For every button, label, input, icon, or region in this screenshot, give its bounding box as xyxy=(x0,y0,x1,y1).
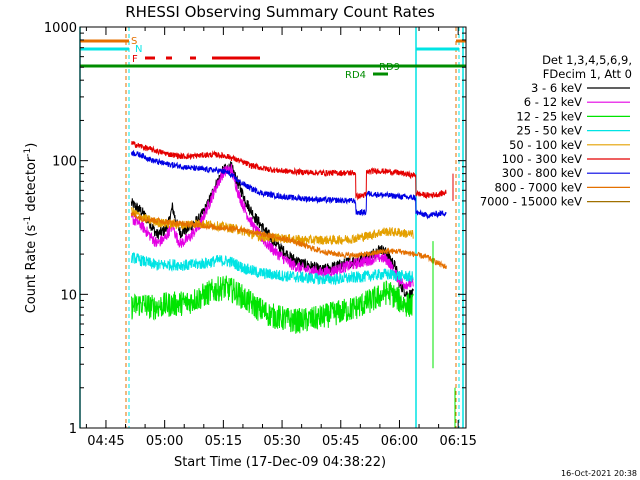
plot-frame xyxy=(79,26,467,429)
flag-label-s: S xyxy=(131,36,137,47)
series-line-6 xyxy=(130,149,447,220)
y-tick-label-0: 1 xyxy=(69,422,77,437)
y-axis-label-part3: ) xyxy=(24,143,39,148)
legend-label-0: 3 - 6 keV xyxy=(531,81,582,95)
flag-label-rd4: RD4 xyxy=(345,70,366,81)
legend-header-line2: FDecim 1, Att 0 xyxy=(543,67,632,81)
y-tick-label-2: 100 xyxy=(52,155,77,170)
x-tick-label-2: 05:15 xyxy=(205,434,242,449)
x-tick-label-5: 06:00 xyxy=(381,434,418,449)
legend-label-4: 50 - 100 keV xyxy=(509,138,582,152)
legend-label-2: 12 - 25 keV xyxy=(516,109,582,123)
legend: Det 1,3,4,5,6,9, FDecim 1, Att 0 3 - 6 k… xyxy=(480,53,632,209)
x-tick-label-3: 05:30 xyxy=(263,434,300,449)
series-line-2 xyxy=(130,275,414,334)
y-axis-label-part2: detector xyxy=(24,156,39,216)
x-tick-label-6: 06:15 xyxy=(439,434,476,449)
x-tick-label-0: 04:45 xyxy=(87,434,124,449)
legend-label-3: 25 - 50 keV xyxy=(516,124,582,138)
series-line-1 xyxy=(130,162,414,290)
y-tick-label-3: 1000 xyxy=(44,21,77,36)
x-tick-label-4: 05:45 xyxy=(322,434,359,449)
series-line-5 xyxy=(131,140,447,201)
x-tick-label-1: 05:00 xyxy=(146,434,183,449)
series-line-4 xyxy=(130,207,414,246)
y-axis-label-sup2: -1 xyxy=(23,148,33,157)
y-axis-label-part1: Count Rate (s xyxy=(24,225,39,314)
legend-label-7: 800 - 7000 keV xyxy=(494,180,582,194)
flag-label-rd9: RD9 xyxy=(379,62,400,73)
axes: 1 10 100 1000 04:45 05:00 05:15 05:30 05:45 06:00… xyxy=(44,21,477,449)
flag-label-n: N xyxy=(135,44,142,55)
flag-label-f: F xyxy=(132,54,138,65)
legend-label-6: 300 - 800 keV xyxy=(502,166,582,180)
y-axis-label: Count Rate (s-1 detector-1) xyxy=(23,143,39,314)
y-axis-label-sup1: -1 xyxy=(23,216,33,225)
y-tick-label-1: 10 xyxy=(60,288,77,303)
legend-label-1: 6 - 12 keV xyxy=(524,95,582,109)
series-line-3 xyxy=(130,252,414,286)
series-line-7 xyxy=(130,211,447,270)
series-layer xyxy=(130,140,456,428)
legend-header-line1: Det 1,3,4,5,6,9, xyxy=(542,53,632,67)
legend-label-8: 7000 - 15000 keV xyxy=(480,195,582,209)
legend-label-5: 100 - 300 keV xyxy=(502,152,582,166)
chart-title: RHESSI Observing Summary Count Rates xyxy=(125,3,435,21)
footer-timestamp: 16-Oct-2021 20:38 xyxy=(561,469,637,478)
flag-annotations: SNF RD9 RD4 xyxy=(79,27,466,428)
x-axis-label: Start Time (17-Dec-09 04:38:22) xyxy=(174,455,386,470)
